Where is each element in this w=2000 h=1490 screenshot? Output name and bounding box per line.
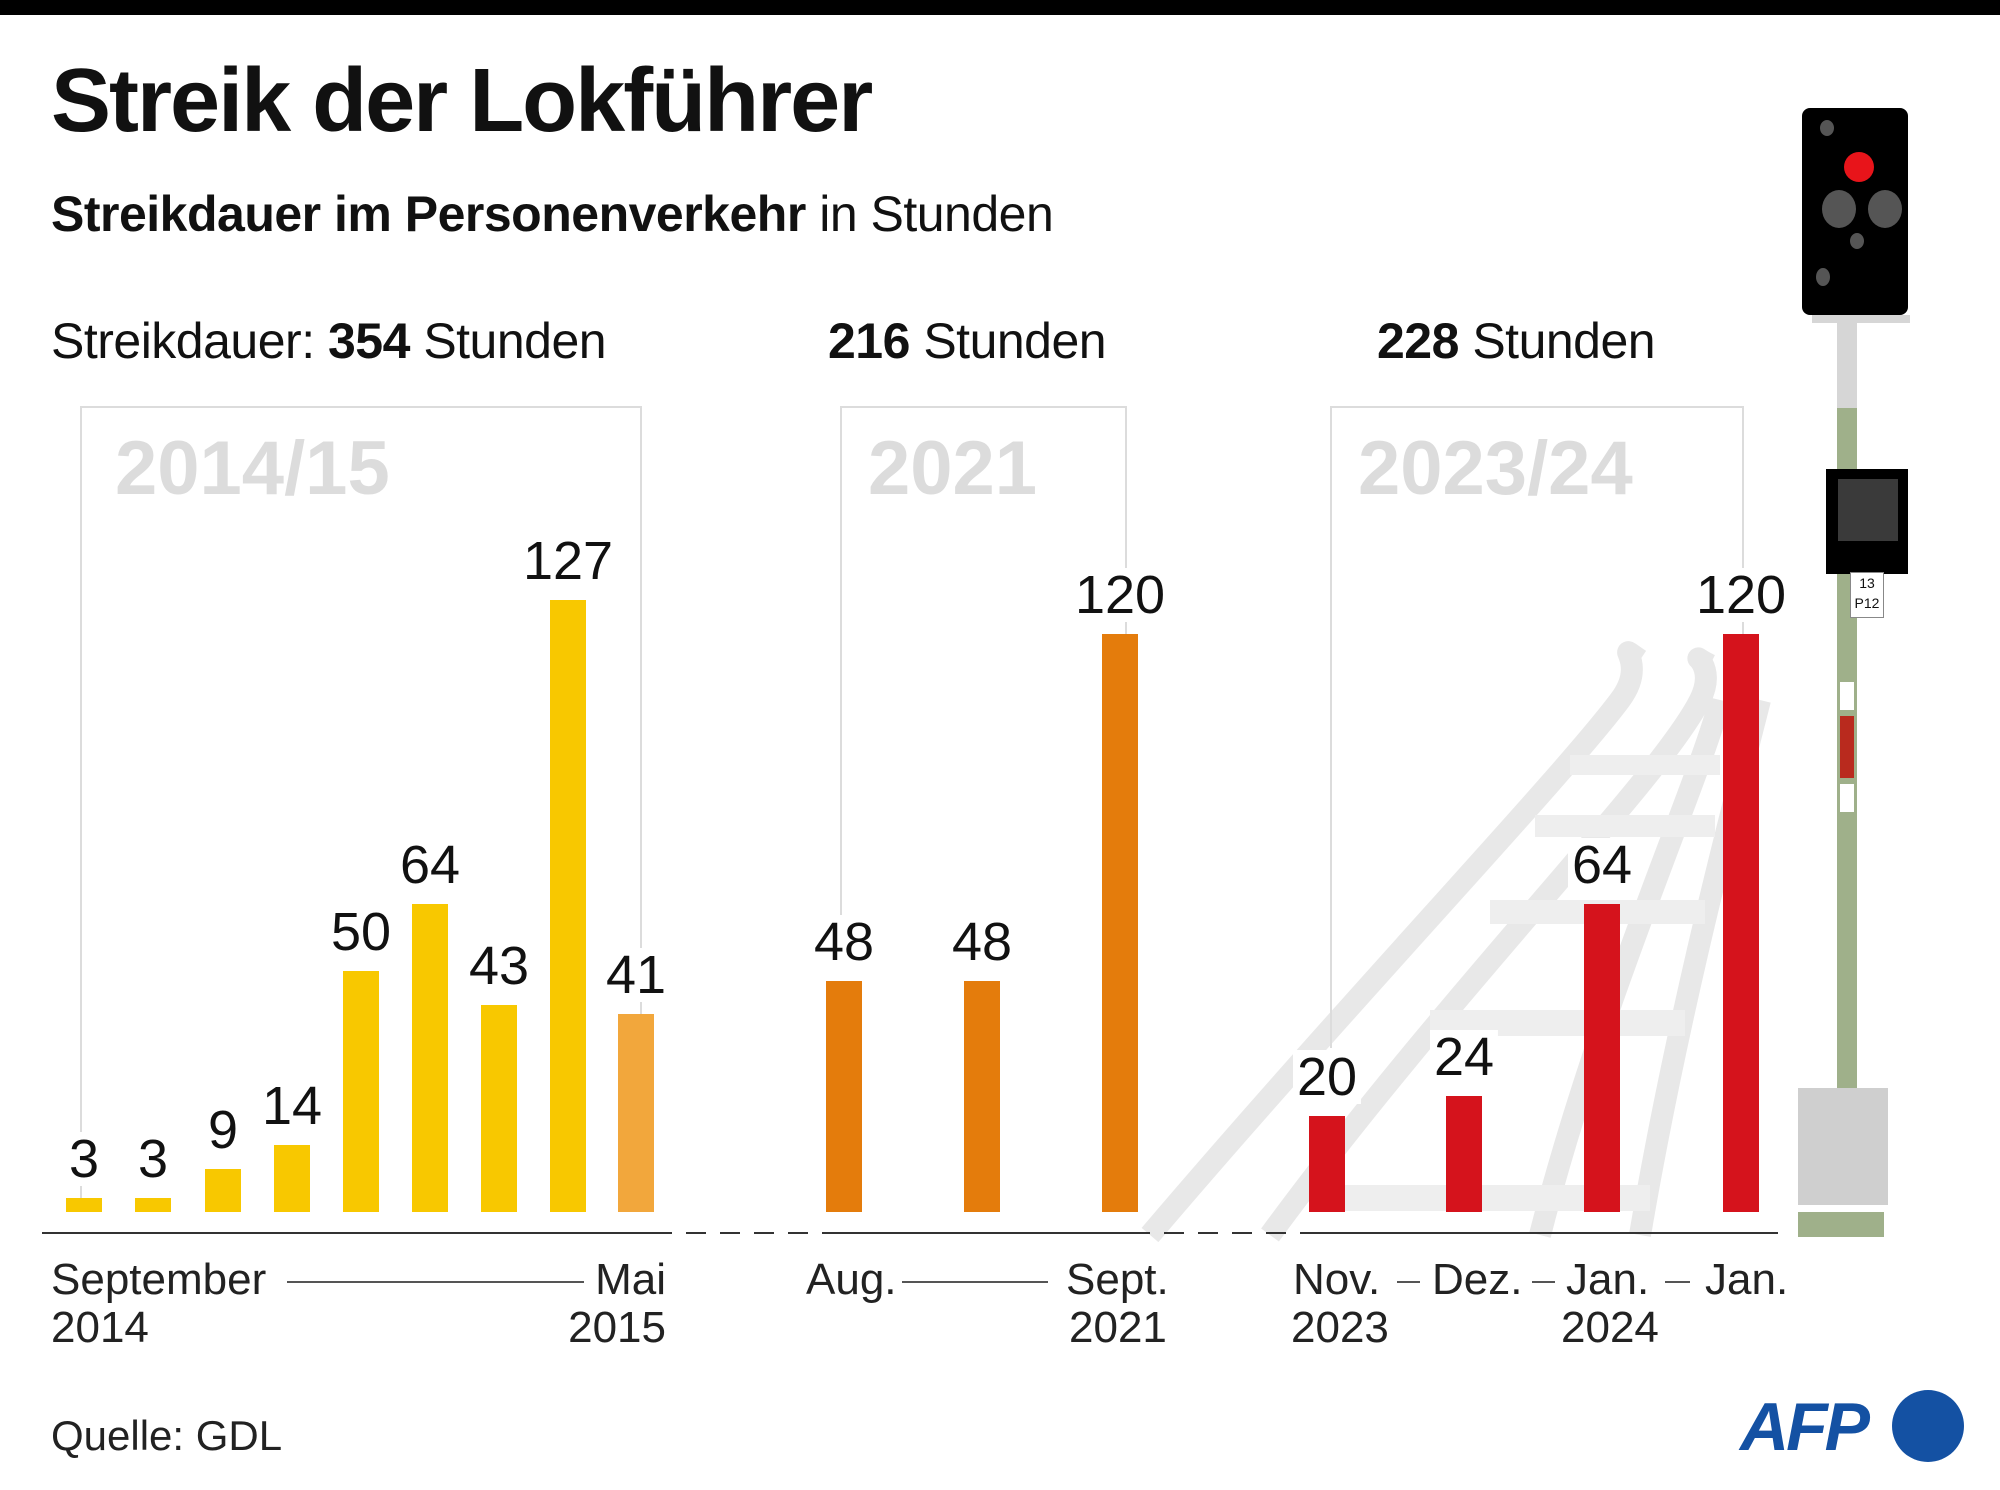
afp-logo-text: AFP	[1740, 1389, 1870, 1465]
afp-logo: AFP	[1740, 1388, 1965, 1466]
x-label: 2021	[1069, 1303, 1167, 1352]
rail-tie	[1535, 815, 1715, 837]
rail-left	[1141, 641, 1647, 1243]
value-label: 48	[947, 914, 1017, 969]
bar	[1102, 633, 1138, 1212]
value-label: 41	[601, 948, 671, 1003]
bar	[964, 980, 1000, 1212]
total-suffix: Stunden	[1458, 313, 1656, 369]
value-label: 3	[64, 1131, 104, 1186]
value-label: 14	[257, 1078, 327, 1133]
bar	[1584, 903, 1620, 1212]
x-label: Nov.	[1293, 1255, 1381, 1304]
value-label: 120	[1070, 567, 1170, 622]
bar	[66, 1197, 102, 1212]
range-line	[287, 1281, 584, 1283]
period-box-2014-15	[80, 406, 642, 1208]
period-label-2014-15: 2014/15	[115, 426, 390, 511]
x-label: September	[51, 1255, 267, 1304]
chart-title: Streik der Lokführer	[51, 51, 873, 151]
top-bar	[0, 0, 2000, 15]
bar	[274, 1144, 310, 1212]
x-label: Jan.	[1705, 1255, 1789, 1304]
red-light	[1844, 152, 1874, 182]
total-value: 216	[828, 313, 910, 369]
signal-foot	[1798, 1212, 1884, 1237]
pole-stripe	[1840, 682, 1854, 710]
rail-right	[1261, 647, 1717, 1242]
value-label: 9	[203, 1102, 243, 1157]
value-label: 24	[1429, 1030, 1499, 1085]
signal-box	[1826, 469, 1908, 574]
axis-gap-dashed	[652, 1232, 830, 1234]
plate-line: P12	[1854, 595, 1880, 611]
bar	[826, 980, 862, 1212]
x-label: Mai	[595, 1255, 666, 1304]
x-label: Dez.	[1432, 1255, 1523, 1304]
signal-head	[1802, 108, 1908, 315]
range-line	[1397, 1281, 1420, 1283]
bar	[135, 1197, 171, 1212]
pole-stripe	[1840, 716, 1854, 778]
plate-line: 13	[1859, 575, 1875, 591]
value-label: 120	[1691, 567, 1791, 622]
signal-plate: 13 P12	[1850, 572, 1884, 618]
subtitle-bold: Streikdauer im Personenverkehr	[51, 186, 806, 242]
axis-line	[1314, 1232, 1778, 1234]
signal-base	[1798, 1088, 1888, 1205]
subtitle-rest: in Stunden	[805, 186, 1054, 242]
bar	[550, 599, 586, 1212]
x-label: 2024	[1561, 1303, 1659, 1352]
range-line	[902, 1281, 1048, 1283]
total-suffix: Stunden	[909, 313, 1107, 369]
period-label-2021: 2021	[868, 426, 1038, 511]
total-2021: 216 Stunden	[828, 312, 1107, 370]
bar	[1309, 1115, 1345, 1212]
signal-bracket	[1812, 315, 1910, 323]
bar	[618, 1014, 654, 1212]
signal-pole-upper	[1837, 315, 1857, 410]
x-label: 2015	[568, 1303, 666, 1352]
chart-subtitle: Streikdauer im Personenverkehr in Stunde…	[51, 185, 1054, 243]
total-value: 354	[327, 313, 410, 369]
bar	[1723, 633, 1759, 1212]
range-line	[1665, 1281, 1690, 1283]
axis-line	[830, 1232, 1130, 1234]
total-value: 228	[1377, 313, 1459, 369]
x-label: 2014	[51, 1303, 149, 1352]
source-note: Quelle: GDL	[51, 1412, 283, 1459]
value-label: 64	[1567, 837, 1637, 892]
value-label: 50	[326, 905, 396, 959]
x-label: Jan.	[1566, 1255, 1650, 1304]
value-label: 20	[1292, 1049, 1362, 1104]
range-line	[1532, 1281, 1555, 1283]
period-label-2023-24: 2023/24	[1358, 426, 1633, 511]
total-2023-24: 228 Stunden	[1377, 312, 1656, 370]
value-label: 43	[464, 938, 534, 993]
bar	[481, 1004, 517, 1212]
x-label: Sept.	[1066, 1255, 1169, 1304]
total-suffix: Stunden	[409, 313, 607, 369]
afp-logo-circle	[1892, 1390, 1964, 1462]
bar	[412, 903, 448, 1212]
bar	[1446, 1096, 1482, 1212]
value-label: 127	[518, 533, 618, 588]
axis-line	[42, 1232, 652, 1234]
bar	[205, 1168, 241, 1212]
value-label: 64	[395, 837, 465, 892]
bar	[343, 971, 379, 1212]
value-label: 3	[133, 1131, 173, 1186]
total-2014-15: Streikdauer: 354 Stunden	[51, 312, 607, 370]
value-label: 48	[809, 914, 879, 969]
total-prefix: Streikdauer:	[51, 313, 328, 369]
pole-stripe	[1840, 784, 1854, 812]
x-label: Aug.	[806, 1255, 897, 1304]
x-label: 2023	[1291, 1303, 1389, 1352]
axis-gap-dashed	[1130, 1232, 1314, 1234]
rail-tie	[1570, 755, 1720, 775]
